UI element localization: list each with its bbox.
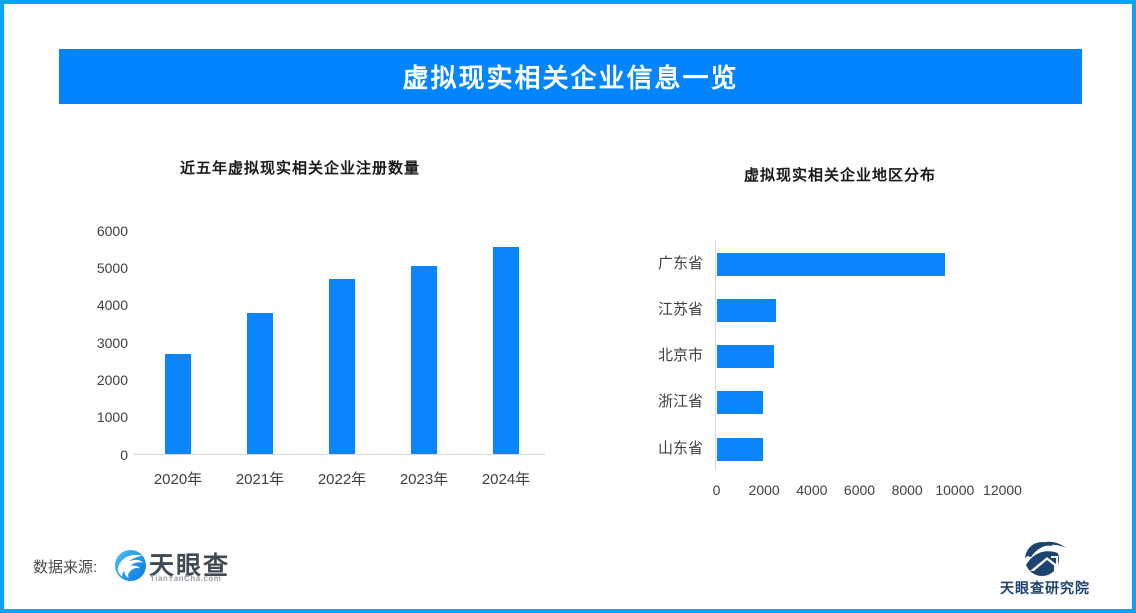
bar: [329, 279, 355, 455]
x-tick-label: 10000: [935, 482, 975, 498]
bar: [716, 391, 763, 415]
page-title-banner: 虚拟现实相关企业信息一览: [59, 49, 1082, 104]
x-category-label: 2022年: [317, 471, 367, 488]
x-axis-line: [133, 454, 545, 455]
x-tick-label: 0: [712, 482, 721, 498]
x-tick-label: 2000: [748, 482, 780, 498]
bar: [716, 253, 946, 276]
data-source-label: 数据来源:: [33, 559, 98, 576]
y-category-label: 江苏省: [657, 301, 703, 319]
left-chart-title: 近五年虚拟现实相关企业注册数量: [179, 160, 420, 177]
y-axis-line: [715, 240, 716, 470]
y-tick-label: 6000: [96, 222, 128, 239]
right-chart-title: 虚拟现实相关企业地区分布: [743, 167, 936, 184]
bar: [493, 247, 519, 455]
y-tick-label: 4000: [96, 297, 128, 314]
page-title: 虚拟现实相关企业信息一览: [402, 63, 739, 93]
x-tick-label: 12000: [983, 482, 1022, 498]
bar: [411, 265, 437, 455]
tianyancha-logo-icon: [115, 550, 146, 586]
bar: [165, 353, 191, 455]
y-tick-label: 1000: [96, 409, 128, 426]
institute-logo-icon: [1021, 536, 1067, 582]
y-tick-label: 5000: [96, 259, 128, 276]
institute-logo-name: 天眼查研究院: [1000, 580, 1090, 596]
y-category-label: 山东省: [657, 439, 703, 457]
y-category-label: 广东省: [657, 255, 703, 272]
y-category-label: 北京市: [657, 347, 703, 365]
tianyancha-logo-domain: TianYanCha.com: [150, 574, 222, 583]
x-tick-label: 6000: [843, 482, 876, 498]
bar: [247, 312, 273, 455]
y-tick-label: 0: [120, 446, 128, 463]
y-category-label: 浙江省: [657, 393, 703, 411]
x-category-label: 2021年: [235, 471, 285, 488]
x-category-label: 2020年: [153, 471, 203, 488]
tianyancha-logo-name: 天眼查: [149, 552, 231, 580]
y-tick-label: 2000: [96, 371, 128, 388]
x-category-label: 2023年: [399, 471, 449, 488]
x-tick-label: 4000: [796, 482, 828, 498]
x-tick-label: 8000: [891, 482, 923, 498]
bar: [716, 299, 777, 323]
bar: [716, 437, 763, 461]
x-category-label: 2024年: [481, 471, 531, 488]
bar: [716, 345, 774, 369]
y-tick-label: 3000: [96, 334, 128, 351]
